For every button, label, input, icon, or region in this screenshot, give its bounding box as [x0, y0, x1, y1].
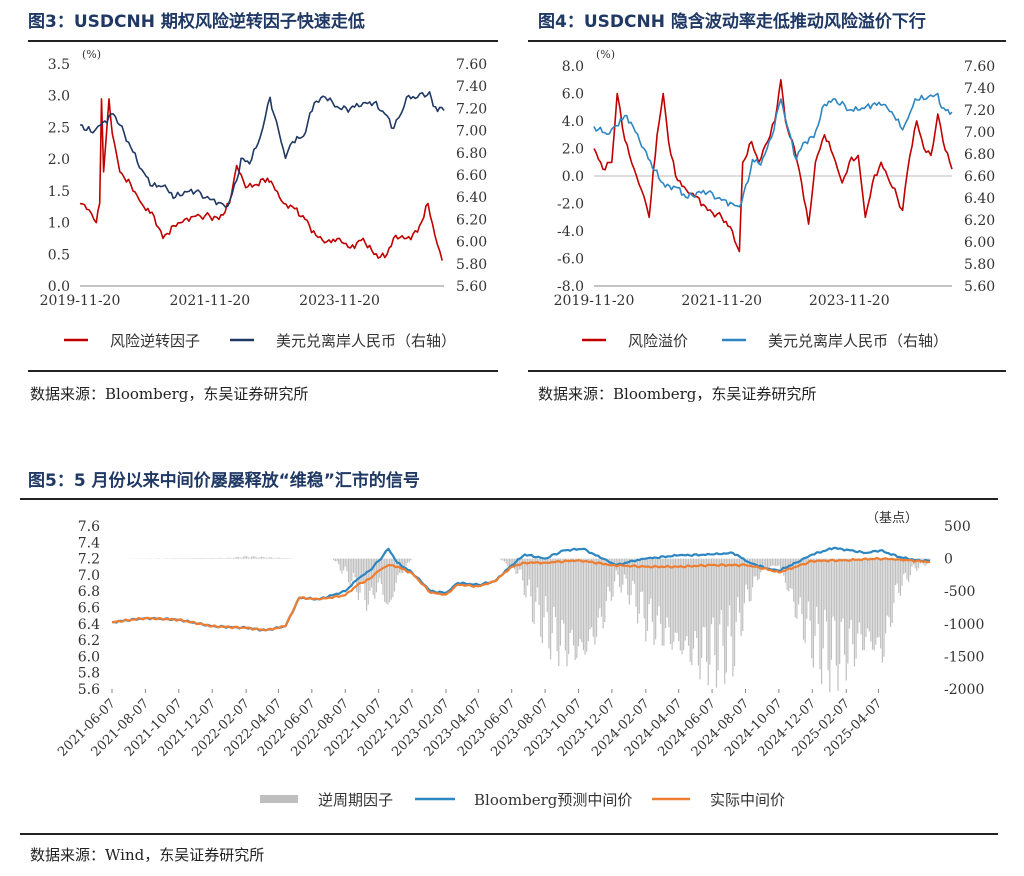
left-axis-tick-label: 7.4 [78, 535, 100, 551]
left-axis-tick-label: 5.8 [78, 666, 100, 682]
figure-4-source: 数据来源：Bloomberg，东吴证券研究所 [538, 385, 817, 403]
left-axis-unit: (%) [82, 48, 101, 61]
left-axis-tick-label: 6.0 [562, 87, 584, 103]
figure-4-title: 图4：USDCNH 隐含波动率走低推动风险溢价下行 [538, 12, 926, 32]
left-axis-tick-label: 3.0 [48, 89, 70, 105]
legend-label: 风险逆转因子 [110, 332, 200, 350]
legend-label: 实际中间价 [710, 791, 785, 809]
series-line-3 [111, 556, 931, 632]
series-line-2 [80, 91, 445, 208]
figure-3-bottom-rule [28, 370, 498, 372]
left-axis-tick-label: 6.6 [78, 601, 100, 617]
left-axis-tick-label: 6.2 [78, 633, 100, 649]
figure-5-chart: 5.65.86.06.26.46.66.87.07.27.47.6 -2000 -1… [55, 511, 984, 809]
x-axis-tick-label: 2019-11-20 [40, 293, 121, 309]
right-axis-tick-label: 7.20 [456, 101, 487, 117]
figure-5-top-rule [20, 498, 998, 500]
left-axis-tick-label: 7.0 [78, 568, 100, 584]
right-axis-tick-label: 7.60 [456, 57, 487, 73]
left-axis-tick-label: 2.0 [562, 142, 584, 158]
right-axis-tick-label: 7.00 [456, 124, 487, 140]
left-axis-tick-label: -8.0 [557, 279, 584, 295]
right-axis-tick-label: 6.20 [964, 213, 995, 229]
figure-5-title: 图5：5 月份以来中间价屡屡释放“维稳”汇市的信号 [28, 471, 420, 491]
right-axis-tick-label: 7.00 [964, 125, 995, 141]
left-axis-tick-label: 4.0 [562, 114, 584, 130]
left-axis-tick-label: 8.0 [562, 59, 584, 75]
x-axis-tick-label: 2023-11-20 [299, 293, 380, 309]
right-axis-tick-label: 7.60 [964, 59, 995, 75]
right-axis-tick-label: 7.40 [456, 79, 487, 95]
figure-3: 图3：USDCNH 期权风险逆转因子快速走低 0.0 0.5 1.0 1.5 2.0 2.… [0, 0, 512, 420]
right-axis-tick-label: 6.60 [456, 168, 487, 184]
legend-label: 逆周期因子 [318, 791, 393, 809]
figure-4-chart: -8.0 -6.0 -4.0 -2.0 0.0 2.0 4.0 6.0 8.0 5.60 5.80 6… [554, 48, 996, 350]
figure-3-chart: 0.0 0.5 1.0 1.5 2.0 2.5 3.0 3.5 5.60 5.80 6.00 6.20… [40, 48, 488, 350]
figure-5-source: 数据来源：Wind，东吴证券研究所 [30, 846, 265, 864]
left-axis-tick-label: -2.0 [557, 197, 584, 213]
left-axis-tick-label: 7.6 [78, 519, 100, 535]
right-axis-tick-label: 5.80 [456, 257, 487, 273]
left-axis-tick-label: 2.0 [48, 152, 70, 168]
right-axis-tick-label: 6.80 [456, 146, 487, 162]
right-axis-tick-label: -2000 [944, 682, 984, 698]
left-axis-tick-label: 5.6 [78, 682, 100, 698]
left-axis-unit: (%) [596, 48, 615, 61]
legend-label: 风险溢价 [628, 332, 688, 350]
figure-3-top-rule [28, 40, 498, 42]
left-axis-tick-label: 0.0 [562, 169, 584, 185]
right-axis-tick-label: 5.60 [964, 279, 995, 295]
figure-3-title: 图3：USDCNH 期权风险逆转因子快速走低 [28, 12, 365, 32]
right-axis-unit: （基点） [866, 511, 918, 526]
right-axis-tick-label: 6.00 [456, 235, 487, 251]
legend-label: 美元兑离岸人民币（右轴） [276, 332, 456, 350]
right-axis-tick-label: 5.60 [456, 279, 487, 295]
right-axis-tick-label: -1500 [944, 649, 984, 665]
right-axis-tick-label: 500 [944, 519, 971, 535]
series-line-1 [593, 79, 953, 253]
right-axis-tick-label: 0 [944, 552, 953, 568]
left-axis-tick-label: 6.4 [78, 617, 100, 633]
series-line-2 [593, 92, 953, 208]
right-axis-tick-label: 6.60 [964, 169, 995, 185]
left-axis-tick-label: 2.5 [48, 120, 70, 136]
right-axis-tick-label: 6.80 [964, 147, 995, 163]
legend-label: Bloomberg预测中间价 [474, 791, 632, 809]
left-axis-tick-label: 6.8 [78, 584, 100, 600]
left-axis-tick-label: 7.2 [78, 552, 100, 568]
x-axis-tick-label: 2019-11-20 [554, 293, 635, 309]
x-axis-tick-label: 2021-11-20 [681, 293, 762, 309]
figure-5: 图5：5 月份以来中间价屡屡释放“维稳”汇市的信号 5.6 5.8 6.0 6.2 6.… [0, 458, 1024, 876]
left-axis-tick-label: 3.5 [48, 57, 70, 73]
left-axis-tick-label: 0.5 [48, 247, 70, 263]
right-axis-tick-label: 6.40 [456, 190, 487, 206]
right-axis-tick-label: -500 [944, 584, 975, 600]
figure-4: 图4：USDCNH 隐含波动率走低推动风险溢价下行 -8.0 -6.0 -4.0 -2… [512, 0, 1024, 420]
right-axis-tick-label: 5.80 [964, 257, 995, 273]
left-axis-tick-label: -4.0 [557, 224, 584, 240]
left-axis-tick-label: 1.0 [48, 216, 70, 232]
right-axis-tick-label: 7.20 [964, 103, 995, 119]
right-axis-tick-label: 7.40 [964, 81, 995, 97]
left-axis-tick-label: -6.0 [557, 252, 584, 268]
right-axis-tick-label: 6.40 [964, 191, 995, 207]
left-axis-tick-label: 6.0 [78, 649, 100, 665]
x-axis-tick-label: 2021-11-20 [170, 293, 251, 309]
right-axis-tick-label: 6.00 [964, 235, 995, 251]
left-axis-tick-label: 0.0 [48, 279, 70, 295]
figure-4-top-rule [528, 40, 1006, 42]
right-axis-tick-label: 6.20 [456, 212, 487, 228]
left-axis-tick-label: 1.5 [48, 184, 70, 200]
x-axis-tick-label: 2023-11-20 [809, 293, 890, 309]
legend-label: 美元兑离岸人民币（右轴） [768, 332, 948, 350]
figure-3-source: 数据来源：Bloomberg，东吴证券研究所 [30, 385, 309, 403]
figure-4-bottom-rule [528, 370, 1006, 372]
figure-5-bottom-rule [20, 833, 998, 835]
legend-swatch [260, 795, 298, 803]
right-axis-tick-label: -1000 [944, 617, 984, 633]
series-line-1 [79, 98, 443, 261]
